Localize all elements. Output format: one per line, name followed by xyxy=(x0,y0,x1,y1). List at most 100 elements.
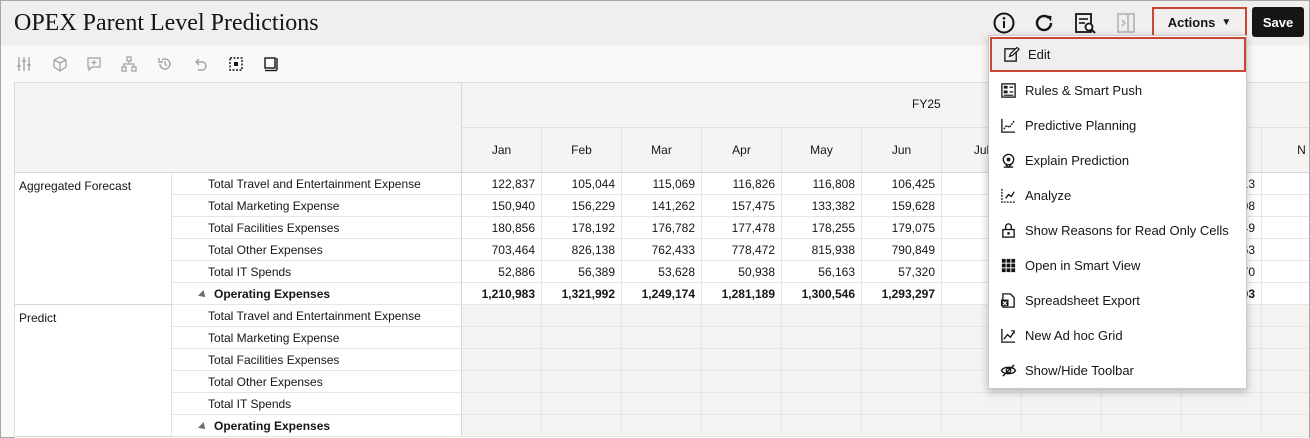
hierarchy-icon[interactable] xyxy=(120,55,138,73)
row-header[interactable]: Total Travel and Entertainment Expense xyxy=(172,305,462,327)
grid-cell[interactable]: 1,1 xyxy=(1262,283,1309,305)
info-icon[interactable] xyxy=(991,10,1017,36)
undo-icon[interactable] xyxy=(191,55,209,73)
grid-cell[interactable]: 1,321,992 xyxy=(542,283,622,305)
month-header[interactable]: Feb xyxy=(542,128,622,173)
grid-cell[interactable] xyxy=(622,415,702,437)
grid-cell[interactable]: 177,478 xyxy=(702,217,782,239)
grid-cell[interactable]: 1 xyxy=(1262,217,1309,239)
menu-item-spreadsheet-export[interactable]: Spreadsheet Export xyxy=(989,283,1246,318)
row-header[interactable]: Total Facilities Expenses xyxy=(172,217,462,239)
grid-cell[interactable]: 56,389 xyxy=(542,261,622,283)
grid-cell[interactable] xyxy=(1102,393,1182,415)
refresh-icon[interactable] xyxy=(1031,10,1057,36)
grid-cell[interactable] xyxy=(862,393,942,415)
grid-cell[interactable]: 178,255 xyxy=(782,217,862,239)
grid-cell[interactable]: 1,293,297 xyxy=(862,283,942,305)
grid-cell[interactable]: 180,856 xyxy=(462,217,542,239)
grid-cell[interactable] xyxy=(622,393,702,415)
grid-cell[interactable] xyxy=(462,371,542,393)
grid-cell[interactable]: 156,229 xyxy=(542,195,622,217)
grid-cell[interactable] xyxy=(1262,305,1309,327)
grid-cell[interactable]: 176,782 xyxy=(622,217,702,239)
menu-item-predictive-planning[interactable]: Predictive Planning xyxy=(989,108,1246,143)
grid-cell[interactable] xyxy=(1262,393,1309,415)
grid-cell[interactable]: 115,069 xyxy=(622,173,702,195)
grid-cell[interactable]: 826,138 xyxy=(542,239,622,261)
grid-cell[interactable]: 1 xyxy=(1262,195,1309,217)
grid-cell[interactable] xyxy=(702,349,782,371)
grid-cell[interactable] xyxy=(462,393,542,415)
grid-cell[interactable]: 122,837 xyxy=(462,173,542,195)
grid-cell[interactable]: 1 xyxy=(1262,173,1309,195)
menu-item-show-reasons-for-read-only-cells[interactable]: Show Reasons for Read Only Cells xyxy=(989,213,1246,248)
menu-item-edit[interactable]: Edit xyxy=(990,37,1246,72)
menu-item-show-hide-toolbar[interactable]: Show/Hide Toolbar xyxy=(989,353,1246,388)
grid-cell[interactable]: 157,475 xyxy=(702,195,782,217)
grid-cell[interactable] xyxy=(1262,415,1309,437)
grid-cell[interactable]: 52,886 xyxy=(462,261,542,283)
grid-cell[interactable] xyxy=(462,305,542,327)
grid-cell[interactable] xyxy=(542,327,622,349)
month-header[interactable]: N xyxy=(1262,128,1309,173)
grid-cell[interactable] xyxy=(782,393,862,415)
grid-cell[interactable] xyxy=(862,327,942,349)
grid-cell[interactable]: 53,628 xyxy=(622,261,702,283)
collapse-triangle-icon[interactable] xyxy=(198,421,208,432)
menu-item-new-ad-hoc-grid[interactable]: New Ad hoc Grid xyxy=(989,318,1246,353)
grid-cell[interactable] xyxy=(1182,393,1262,415)
row-group-header[interactable]: Predict xyxy=(15,305,172,437)
grid-cell[interactable] xyxy=(702,371,782,393)
total-row-header[interactable]: Operating Expenses xyxy=(172,283,462,305)
grid-cell[interactable] xyxy=(1262,371,1309,393)
row-header[interactable]: Total Travel and Entertainment Expense xyxy=(172,173,462,195)
grid-cell[interactable] xyxy=(862,371,942,393)
total-row-header[interactable]: Operating Expenses xyxy=(172,415,462,437)
adjust-icon[interactable] xyxy=(15,55,33,73)
grid-cell[interactable] xyxy=(702,305,782,327)
panel-toggle-icon[interactable] xyxy=(1113,10,1139,36)
grid-cell[interactable] xyxy=(862,305,942,327)
grid-cell[interactable] xyxy=(1102,415,1182,437)
grid-cell[interactable] xyxy=(702,415,782,437)
grid-cell[interactable] xyxy=(1262,349,1309,371)
grid-cell[interactable]: 1,210,983 xyxy=(462,283,542,305)
grid-cell[interactable] xyxy=(862,349,942,371)
grid-cell[interactable] xyxy=(542,349,622,371)
grid-cell[interactable] xyxy=(1262,261,1309,283)
menu-item-explain-prediction[interactable]: Explain Prediction xyxy=(989,143,1246,178)
grid-cell[interactable]: 1,300,546 xyxy=(782,283,862,305)
grid-cell[interactable]: 703,464 xyxy=(462,239,542,261)
grid-cell[interactable] xyxy=(942,393,1022,415)
row-header[interactable]: Total Marketing Expense xyxy=(172,327,462,349)
month-header[interactable]: Mar xyxy=(622,128,702,173)
row-header[interactable]: Total Other Expenses xyxy=(172,371,462,393)
grid-cell[interactable]: 179,075 xyxy=(862,217,942,239)
grid-cell[interactable] xyxy=(782,327,862,349)
month-header[interactable]: Jan xyxy=(462,128,542,173)
grid-cell[interactable]: 141,262 xyxy=(622,195,702,217)
history-icon[interactable] xyxy=(156,55,174,73)
grid-cell[interactable]: 116,808 xyxy=(782,173,862,195)
collapse-triangle-icon[interactable] xyxy=(198,289,208,300)
grid-cell[interactable] xyxy=(942,415,1022,437)
row-header[interactable]: Total Other Expenses xyxy=(172,239,462,261)
grid-cell[interactable] xyxy=(862,415,942,437)
grid-cell[interactable] xyxy=(782,305,862,327)
grid-cell[interactable]: 7 xyxy=(1262,239,1309,261)
grid-cell[interactable] xyxy=(702,327,782,349)
grid-cell[interactable] xyxy=(622,327,702,349)
actions-button[interactable]: Actions ▼ xyxy=(1152,7,1247,37)
grid-cell[interactable]: 116,826 xyxy=(702,173,782,195)
cube-icon[interactable] xyxy=(51,55,69,73)
grid-cell[interactable]: 790,849 xyxy=(862,239,942,261)
grid-cell[interactable] xyxy=(1022,393,1102,415)
save-button[interactable]: Save xyxy=(1252,7,1304,37)
grid-cell[interactable] xyxy=(782,415,862,437)
row-header[interactable]: Total Facilities Expenses xyxy=(172,349,462,371)
grid-cell[interactable]: 106,425 xyxy=(862,173,942,195)
grid-cell[interactable]: 815,938 xyxy=(782,239,862,261)
menu-item-analyze[interactable]: Analyze xyxy=(989,178,1246,213)
grid-cell[interactable] xyxy=(622,371,702,393)
grid-cell[interactable] xyxy=(542,393,622,415)
